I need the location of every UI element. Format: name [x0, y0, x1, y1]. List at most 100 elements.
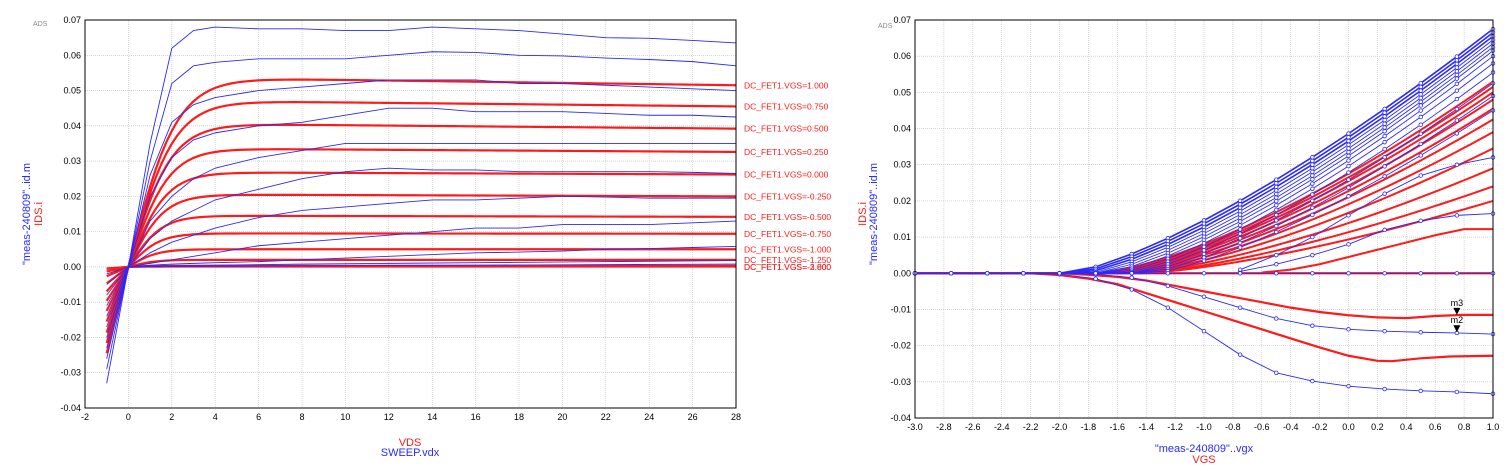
marker-label: m2: [1451, 315, 1464, 325]
trace-label: DC_FET1.VGS=-0.250: [744, 191, 831, 201]
x-tick-label: -0.4: [1283, 422, 1299, 432]
measured-point: [1129, 275, 1134, 280]
measured-point: [1201, 244, 1207, 250]
measured-point: [1274, 198, 1279, 204]
trace-label: DC_FET1.VGS=-3.000: [744, 262, 831, 272]
measured-point: [1237, 223, 1243, 228]
measured-point: [1093, 271, 1098, 276]
trace-label: DC_FET1.VGS=-0.750: [744, 229, 831, 239]
measured-point: [1346, 158, 1351, 163]
x-tick-label: 0.2: [1371, 422, 1384, 432]
measured-point: [1310, 378, 1315, 384]
measured-point: [1310, 205, 1315, 210]
measured-point: [1237, 205, 1243, 210]
x-tick-label: -2.2: [1023, 422, 1039, 432]
right-plot-frame: [914, 19, 1494, 419]
measured-trace: [106, 220, 737, 306]
measured-point: [1418, 141, 1423, 147]
measured-point: [1454, 131, 1460, 136]
measured-point: [1310, 252, 1315, 258]
measured-point: [1454, 88, 1460, 93]
measured-point: [1274, 370, 1279, 375]
measured-point: [1382, 147, 1387, 152]
measured-point: [1418, 81, 1423, 86]
y-tick-label: 0.00: [893, 268, 911, 278]
simulated-trace: [105, 148, 737, 322]
x-tick-label: -1.8: [1081, 422, 1097, 432]
measured-point: [1346, 327, 1351, 332]
left-grid: [84, 19, 737, 409]
measured-point: [1346, 194, 1351, 199]
measured-point: [1021, 271, 1026, 276]
marker-label: m3: [1451, 298, 1464, 308]
left-x-axis-title: VDS: [399, 437, 422, 449]
measured-point: [1454, 389, 1460, 395]
measured-point: [1346, 142, 1351, 147]
x-tick-label: 16: [471, 412, 481, 422]
right-markers: m3 m2: [1451, 298, 1464, 333]
measured-point: [1346, 135, 1351, 140]
x-tick-label: -2: [81, 412, 89, 422]
x-tick-label: -1.2: [1167, 422, 1183, 432]
measured-point: [1418, 271, 1423, 276]
x-tick-label: 22: [601, 412, 611, 422]
measured-point: [1346, 177, 1351, 182]
marker-icon[interactable]: [1453, 325, 1461, 333]
simulated-trace: [915, 272, 1494, 363]
measured-point: [1310, 198, 1315, 204]
measured-point: [1382, 139, 1387, 145]
measured-point: [1237, 245, 1243, 250]
x-tick-label: 0.8: [1458, 422, 1471, 432]
measured-point: [1346, 153, 1351, 159]
x-tick-label: 2: [169, 412, 174, 422]
measured-point: [1310, 162, 1315, 167]
measured-point: [1274, 188, 1279, 193]
y-tick-label: 0.06: [63, 50, 81, 60]
measured-point: [1382, 191, 1387, 196]
x-tick-label: 26: [688, 412, 698, 422]
x-tick-label: -2.8: [936, 422, 952, 432]
left-trace-labels: DC_FET1.VGS=1.000 DC_FET1.VGS=0.750 DC_FET…: [744, 80, 831, 272]
measured-point: [1382, 117, 1387, 123]
measured-point: [1310, 192, 1315, 197]
marker-icon[interactable]: [1453, 307, 1461, 315]
measured-point: [1382, 121, 1387, 127]
y-tick-label: -0.03: [890, 377, 911, 387]
right-y-tick-labels: 0.07 0.06 0.05 0.04 0.03 0.02 0.01 0.00 -0.01 -0.…: [890, 15, 911, 423]
measured-point: [1237, 202, 1243, 207]
x-tick-label: 0.0: [1342, 422, 1355, 432]
measured-point: [1237, 227, 1243, 232]
y-tick-label: -0.01: [890, 304, 911, 314]
measured-point: [1382, 125, 1387, 130]
left-plot-frame: [84, 19, 737, 409]
y-tick-label: 0.07: [63, 15, 81, 25]
measured-point: [1454, 271, 1460, 276]
x-tick-label: 6: [256, 412, 261, 422]
x-tick-label: 18: [514, 412, 524, 422]
measured-point: [1454, 96, 1460, 102]
measured-point: [1201, 251, 1207, 257]
left-y-axis-subtitle: "meas-240809"..id.m: [21, 163, 33, 265]
measured-point: [1382, 106, 1387, 112]
simulated-trace: [105, 101, 737, 344]
measured-point: [1346, 271, 1351, 276]
y-tick-label: 0.01: [893, 232, 911, 242]
measured-point: [1418, 114, 1423, 120]
measured-point: [1274, 229, 1279, 235]
measured-point: [1418, 173, 1423, 178]
trace-label: DC_FET1.VGS=0.250: [744, 147, 829, 157]
measured-point: [1418, 84, 1423, 90]
measured-point: [1274, 203, 1279, 208]
measured-point: [1418, 153, 1423, 158]
measured-point: [1237, 267, 1243, 272]
trace-label: DC_FET1.VGS=0.500: [744, 124, 829, 134]
measured-point: [1201, 248, 1207, 253]
measured-point: [1310, 166, 1315, 171]
measured-point: [1346, 383, 1351, 389]
measured-point: [1201, 328, 1207, 334]
measured-point: [1454, 81, 1460, 87]
measured-point: [1382, 386, 1387, 392]
measured-point: [1418, 99, 1423, 104]
measured-point: [1310, 212, 1315, 218]
left-y-axis-title: IDS.i: [33, 202, 45, 226]
